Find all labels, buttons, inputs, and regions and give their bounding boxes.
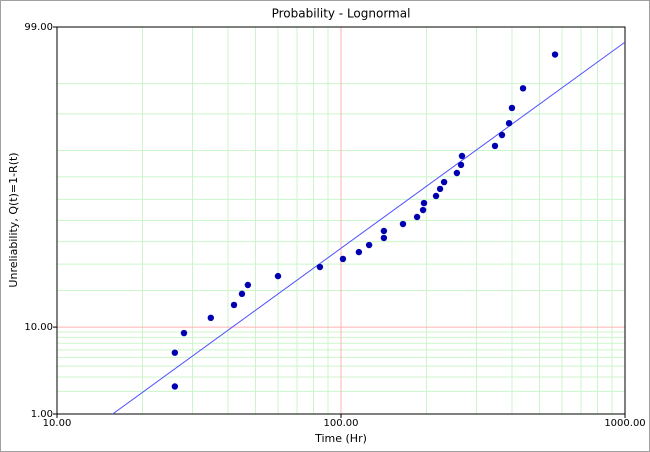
x-tick-label: 100.00 xyxy=(324,418,359,429)
data-point xyxy=(180,329,188,337)
data-point xyxy=(420,199,428,207)
data-point xyxy=(432,192,440,200)
data-point xyxy=(491,142,499,150)
data-point xyxy=(458,152,466,160)
data-point xyxy=(508,104,516,112)
x-tick-label: 1000.00 xyxy=(604,418,645,429)
data-point xyxy=(551,51,559,58)
data-point xyxy=(339,255,347,263)
data-point xyxy=(498,131,506,139)
y-tick-label: 99.00 xyxy=(24,22,53,33)
data-point xyxy=(365,241,373,249)
data-point xyxy=(457,161,465,169)
data-point xyxy=(399,220,407,228)
data-point xyxy=(413,213,421,221)
x-axis-label: Time (Hr) xyxy=(314,432,367,445)
data-point xyxy=(230,301,238,309)
data-point xyxy=(453,169,461,177)
plot-border xyxy=(56,26,626,415)
data-point xyxy=(171,383,179,390)
data-point xyxy=(380,227,388,235)
x-tick-label: 10.00 xyxy=(43,418,72,429)
data-point xyxy=(440,178,448,186)
y-tick-label: 1.00 xyxy=(31,409,53,420)
data-point xyxy=(207,314,215,322)
data-point xyxy=(244,281,252,289)
y-tick-label: 10.00 xyxy=(24,322,53,333)
y-axis-label: Unreliability, Q(t)=1-R(t) xyxy=(7,152,20,287)
data-point xyxy=(274,272,282,280)
data-point xyxy=(505,119,513,127)
chart-title: Probability - Lognormal xyxy=(272,7,411,21)
fit-line xyxy=(112,41,626,415)
data-point xyxy=(419,206,427,214)
data-point xyxy=(238,290,246,298)
data-point xyxy=(355,248,363,256)
data-point xyxy=(380,234,388,242)
data-point xyxy=(519,85,527,92)
data-point xyxy=(171,349,179,356)
data-point xyxy=(316,263,324,271)
data-point xyxy=(436,185,444,193)
